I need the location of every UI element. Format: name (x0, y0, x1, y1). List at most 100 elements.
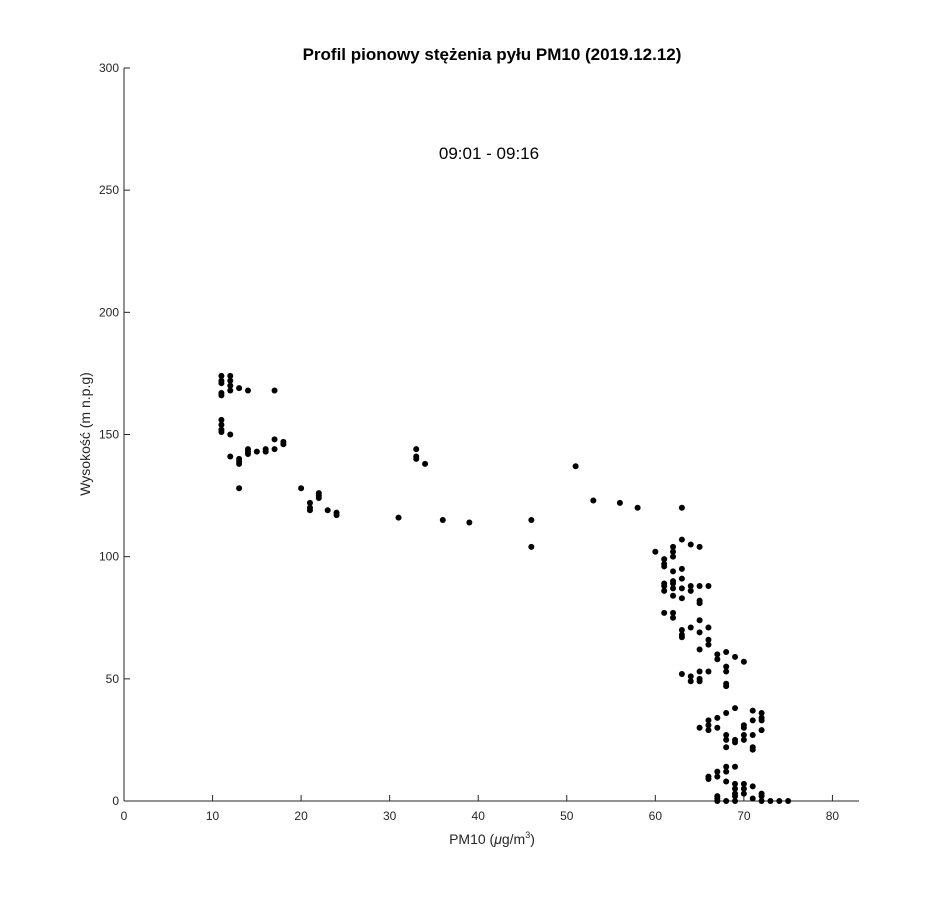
data-point (705, 727, 712, 734)
data-point (324, 507, 331, 514)
data-point (395, 514, 402, 521)
data-point (466, 519, 473, 526)
data-point (732, 739, 739, 746)
data-point (714, 773, 721, 780)
data-point (280, 441, 287, 448)
data-point (236, 460, 243, 467)
data-point (732, 653, 739, 660)
data-point (413, 455, 420, 462)
y-tick-label: 50 (106, 672, 120, 686)
x-axis-label-pre: PM10 ( (449, 831, 494, 847)
data-point (705, 636, 712, 643)
data-point (723, 732, 730, 739)
data-point (678, 626, 685, 633)
data-point (705, 582, 712, 589)
data-point (661, 563, 668, 570)
data-point (714, 651, 721, 658)
x-tick-label: 30 (383, 809, 397, 823)
data-point (670, 609, 677, 616)
time-range-annotation: 09:01 - 09:16 (439, 144, 539, 163)
data-point (740, 658, 747, 665)
data-point (271, 387, 278, 394)
data-point (705, 624, 712, 631)
data-point (696, 600, 703, 607)
data-point (670, 568, 677, 575)
data-point (218, 429, 225, 436)
data-point (758, 710, 765, 717)
data-point (714, 768, 721, 775)
x-axis-label-mid: g/m (502, 831, 525, 847)
data-point (723, 744, 730, 751)
data-point (227, 387, 234, 394)
data-point (227, 377, 234, 384)
data-point (705, 641, 712, 648)
data-point (678, 504, 685, 511)
data-point (696, 678, 703, 685)
data-point (315, 495, 322, 502)
data-point (732, 798, 739, 804)
data-point (528, 517, 535, 524)
data-point (678, 536, 685, 543)
data-point (528, 543, 535, 550)
data-point (670, 543, 677, 550)
data-point (723, 768, 730, 775)
data-point (616, 499, 623, 506)
data-point (218, 380, 225, 387)
data-point (661, 582, 668, 589)
data-point (227, 431, 234, 438)
x-axis-label: PM10 (μg/m3) (449, 830, 535, 847)
data-point (696, 543, 703, 550)
y-tick-label: 250 (99, 183, 119, 197)
data-point (696, 617, 703, 624)
data-point (758, 717, 765, 724)
data-point (218, 392, 225, 399)
y-tick-label: 200 (99, 305, 119, 319)
data-point (723, 710, 730, 717)
data-point (218, 416, 225, 423)
data-point (749, 746, 756, 753)
data-point (696, 582, 703, 589)
data-point (696, 668, 703, 675)
data-point (758, 727, 765, 734)
data-point (678, 585, 685, 592)
data-point (271, 446, 278, 453)
x-tick-label: 10 (206, 809, 220, 823)
data-point (740, 732, 747, 739)
data-point (714, 724, 721, 731)
data-point (670, 614, 677, 621)
data-point (696, 724, 703, 731)
data-point (218, 372, 225, 379)
data-point (749, 732, 756, 739)
data-point (758, 793, 765, 800)
y-tick-label: 150 (99, 428, 119, 442)
data-point (723, 798, 730, 804)
data-point (271, 436, 278, 443)
x-tick-label: 50 (560, 809, 574, 823)
data-point (705, 717, 712, 724)
x-axis-label-post: ) (530, 831, 535, 847)
data-point (714, 714, 721, 721)
data-point (678, 575, 685, 582)
data-point (306, 507, 313, 514)
data-point (749, 717, 756, 724)
y-tick-label: 100 (99, 550, 119, 564)
data-point (244, 387, 251, 394)
x-tick-label: 70 (737, 809, 751, 823)
data-point (732, 785, 739, 792)
data-point (590, 497, 597, 504)
data-point (661, 556, 668, 563)
data-point (696, 646, 703, 653)
data-point (670, 592, 677, 599)
y-tick-label: 0 (112, 794, 119, 808)
data-point (678, 595, 685, 602)
data-point (732, 793, 739, 800)
data-point (732, 763, 739, 770)
y-axis-label: Wysokość (m n.p.g) (77, 372, 93, 496)
data-point (678, 634, 685, 641)
data-point (670, 580, 677, 587)
data-point (687, 582, 694, 589)
data-point (652, 548, 659, 555)
data-point (749, 783, 756, 790)
data-point (262, 446, 269, 453)
